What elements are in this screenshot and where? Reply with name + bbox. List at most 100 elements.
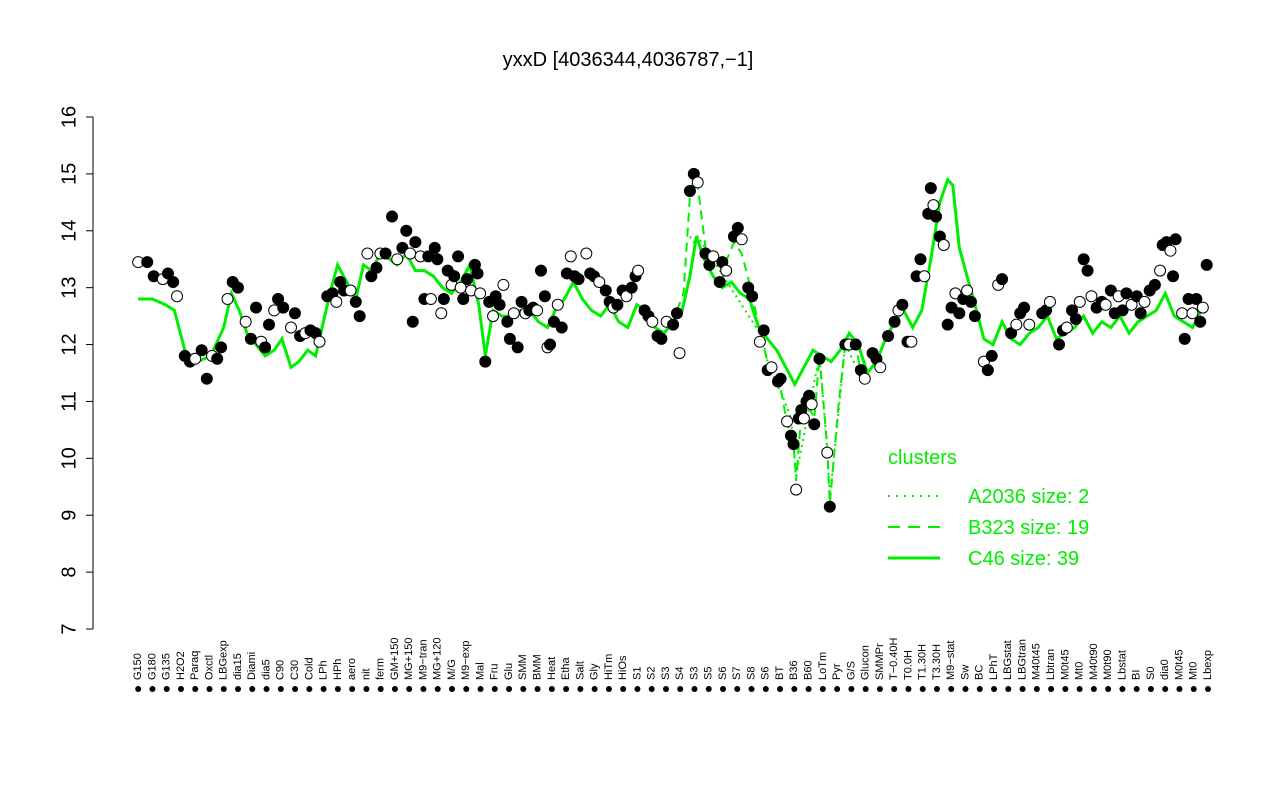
x-tick-marker [976,686,983,692]
x-tick-marker [420,686,427,692]
data-point [501,315,514,328]
x-tick-marker [648,686,655,692]
data-point [787,438,800,451]
x-tick-label: S1 [631,667,643,680]
data-point [171,290,184,303]
x-tick-marker [1090,686,1097,692]
x-tick-marker [277,686,284,692]
data-point [1085,290,1098,303]
x-tick-marker [434,686,441,692]
data-point [646,315,659,328]
data-point [753,335,766,348]
data-point [874,361,887,374]
data-point [167,275,180,288]
data-point [1043,295,1056,308]
data-point [400,224,413,237]
x-tick-label: T1.30H [917,644,929,680]
x-tick-marker [762,686,769,692]
data-point [1178,332,1191,345]
data-point [507,307,520,320]
data-point [930,210,943,223]
data-point [288,307,301,320]
x-tick-label: T3.30H [931,644,943,680]
x-tick-marker [491,686,498,692]
y-tick-label: 9 [58,510,80,521]
x-tick-label: M40t90 [1088,643,1100,680]
x-tick-marker [1005,686,1012,692]
x-tick-marker [662,686,669,692]
data-point [471,267,484,280]
data-point [896,298,909,311]
x-tick-label: M0t45 [1059,649,1071,680]
data-point [757,324,770,337]
x-tick-marker [734,686,741,692]
x-tick-marker [634,686,641,692]
x-tick-label: C30 [289,660,301,680]
data-point [285,321,298,334]
data-point [1053,338,1066,351]
data-point [905,335,918,348]
x-tick-label: M/G [446,659,458,680]
x-tick-marker [249,686,256,692]
data-point [538,290,551,303]
x-tick-marker [292,686,299,692]
x-tick-label: Heat [546,657,558,680]
y-tick-label: 11 [58,391,80,412]
data-point [404,247,417,260]
x-tick-marker [1176,686,1183,692]
y-tick-label: 8 [58,567,80,578]
data-point [821,446,834,459]
data-point [985,349,998,362]
data-point [361,247,374,260]
x-tick-label: LBGtran [1016,639,1028,680]
x-tick-marker [577,686,584,692]
data-point [735,233,748,246]
x-tick-label: Mal [474,662,486,680]
x-tick-label: M9−stat [945,641,957,680]
data-point [452,250,465,263]
data-point [746,290,759,303]
x-tick-marker [720,686,727,692]
x-tick-marker [177,686,184,692]
data-point [1186,307,1199,320]
x-tick-label: Mt0 [1188,662,1200,680]
data-point [667,318,680,331]
data-point [580,247,593,260]
x-tick-marker [235,686,242,692]
x-tick-label: B60 [803,660,815,680]
data-point [1077,253,1090,266]
data-point [1010,318,1023,331]
x-tick-marker [163,686,170,692]
x-tick-label: S4 [674,667,686,680]
x-tick-label: B36 [788,660,800,680]
x-tick-label: dia5 [260,659,272,680]
x-tick-marker [777,686,784,692]
x-tick-marker [520,686,527,692]
data-point [1190,293,1203,306]
data-point [211,352,224,365]
x-tick-marker [791,686,798,692]
x-tick-label: Gly [589,663,601,680]
x-tick-marker [605,686,612,692]
x-tick-marker [534,686,541,692]
data-point [244,332,257,345]
data-point [797,412,810,425]
data-point [720,264,733,277]
x-tick-marker [306,686,313,692]
data-point [593,275,606,288]
x-tick-label: T0.0H [902,650,914,680]
data-point [564,250,577,263]
x-axis: G150 G180 G135 H2O2 Paraq Oxctl LBGexp dia15 Dia… [132,637,1214,692]
data-point [259,341,272,354]
x-tick-marker [548,686,555,692]
x-tick-marker [691,686,698,692]
legend-label: C46 size: 39 [968,548,1079,570]
x-tick-marker [1048,686,1055,692]
data-point [534,264,547,277]
data-point [428,241,441,254]
x-tick-label: Lbstat [1116,650,1128,680]
x-tick-marker [1076,686,1083,692]
data-point [409,236,422,249]
x-tick-marker [891,686,898,692]
